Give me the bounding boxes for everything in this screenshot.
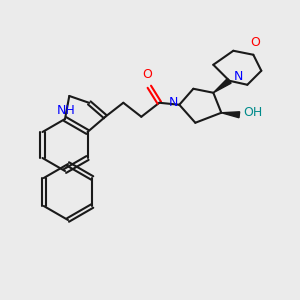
Text: NH: NH bbox=[57, 104, 76, 117]
Polygon shape bbox=[213, 78, 231, 93]
Text: O: O bbox=[250, 36, 260, 49]
Text: O: O bbox=[142, 68, 152, 81]
Text: N: N bbox=[233, 70, 243, 83]
Text: N: N bbox=[169, 96, 178, 109]
Text: OH: OH bbox=[243, 106, 262, 119]
Polygon shape bbox=[221, 112, 240, 118]
